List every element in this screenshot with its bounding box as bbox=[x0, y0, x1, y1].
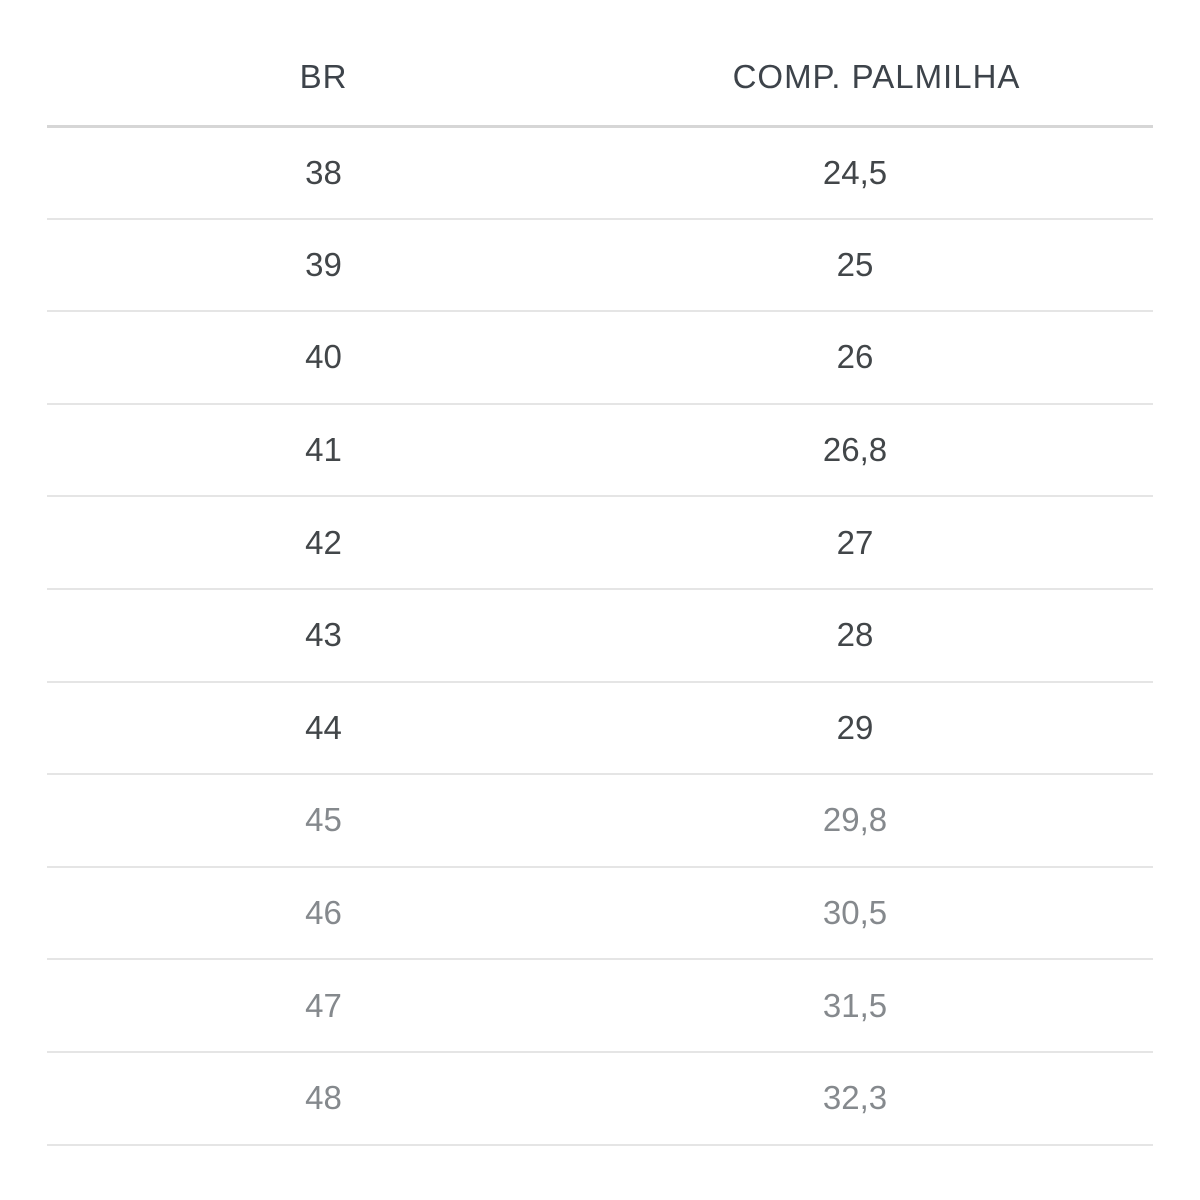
table-row: 38 24,5 bbox=[47, 126, 1153, 220]
comp-palmilha-cell: 27 bbox=[600, 496, 1153, 590]
comp-palmilha-cell: 26 bbox=[600, 311, 1153, 405]
br-size-cell: 48 bbox=[47, 1051, 600, 1146]
comp-palmilha-cell: 28 bbox=[600, 588, 1153, 683]
comp-palmilha-cell: 30,5 bbox=[600, 866, 1153, 961]
table-row: 40 26 bbox=[47, 311, 1153, 405]
table-row: 45 29,8 bbox=[47, 774, 1153, 868]
br-size-cell: 42 bbox=[47, 496, 600, 590]
br-size-cell: 38 bbox=[47, 126, 600, 220]
header-cell-br: BR bbox=[47, 0, 600, 128]
table-body: 38 24,5 39 25 40 26 41 26,8 42 27 43 28 44 29 45 29,8 46… bbox=[47, 126, 1153, 1146]
br-size-cell: 41 bbox=[47, 403, 600, 498]
comp-palmilha-cell: 29 bbox=[600, 681, 1153, 776]
br-size-cell: 45 bbox=[47, 774, 600, 868]
comp-palmilha-cell: 26,8 bbox=[600, 403, 1153, 498]
table-row: 41 26,8 bbox=[47, 403, 1153, 498]
size-chart-table: BR COMP. PALMILHA 38 24,5 39 25 40 26 41 26,8 42… bbox=[47, 0, 1153, 1146]
comp-palmilha-cell: 29,8 bbox=[600, 774, 1153, 868]
table-row: 46 30,5 bbox=[47, 866, 1153, 961]
header-cell-comp-palmilha: COMP. PALMILHA bbox=[600, 0, 1153, 128]
br-size-cell: 46 bbox=[47, 866, 600, 961]
table-row: 44 29 bbox=[47, 681, 1153, 776]
comp-palmilha-cell: 24,5 bbox=[600, 126, 1153, 220]
br-size-cell: 44 bbox=[47, 681, 600, 776]
table-row: 42 27 bbox=[47, 496, 1153, 590]
table-row: 43 28 bbox=[47, 588, 1153, 683]
comp-palmilha-cell: 25 bbox=[600, 218, 1153, 313]
table-row: 39 25 bbox=[47, 218, 1153, 313]
table-row: 47 31,5 bbox=[47, 959, 1153, 1053]
br-size-cell: 40 bbox=[47, 311, 600, 405]
header-row: BR COMP. PALMILHA bbox=[47, 0, 1153, 128]
comp-palmilha-cell: 31,5 bbox=[600, 959, 1153, 1053]
table-header: BR COMP. PALMILHA bbox=[47, 0, 1153, 128]
br-size-cell: 47 bbox=[47, 959, 600, 1053]
comp-palmilha-cell: 32,3 bbox=[600, 1051, 1153, 1146]
br-size-cell: 43 bbox=[47, 588, 600, 683]
br-size-cell: 39 bbox=[47, 218, 600, 313]
table-row: 48 32,3 bbox=[47, 1051, 1153, 1146]
